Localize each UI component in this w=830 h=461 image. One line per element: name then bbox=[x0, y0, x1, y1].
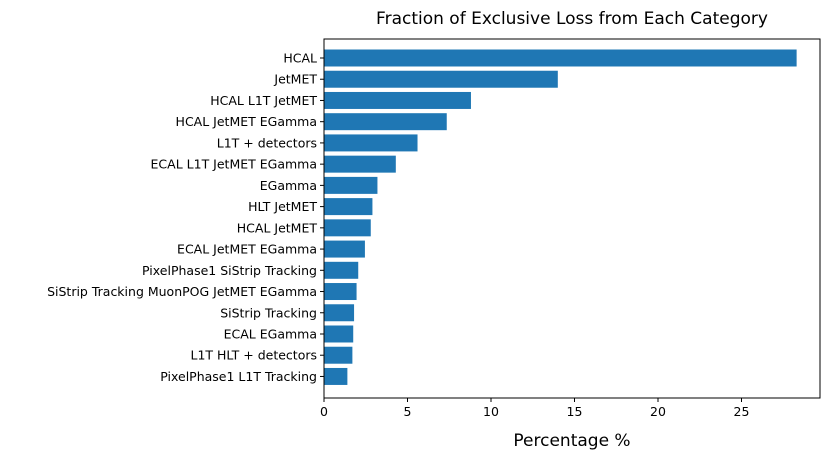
y-tick-label: PixelPhase1 SiStrip Tracking bbox=[142, 263, 317, 278]
y-tick-label: SiStrip Tracking MuonPOG JetMET EGamma bbox=[47, 284, 317, 299]
bar bbox=[324, 240, 365, 258]
bar bbox=[324, 70, 558, 88]
y-tick-label: PixelPhase1 L1T Tracking bbox=[160, 369, 317, 384]
y-tick-label: SiStrip Tracking bbox=[220, 305, 317, 320]
bar bbox=[324, 176, 378, 194]
bar bbox=[324, 304, 355, 322]
bars-group bbox=[324, 49, 797, 385]
y-tick-label: L1T + detectors bbox=[217, 135, 317, 150]
y-tick-label: HCAL bbox=[283, 51, 317, 66]
x-tick-label: 0 bbox=[320, 404, 328, 419]
y-tick-label: HCAL JetMET EGamma bbox=[176, 114, 317, 129]
y-tick-label: JetMET bbox=[273, 72, 317, 87]
bar bbox=[324, 155, 396, 173]
x-axis-label: Percentage % bbox=[513, 431, 630, 451]
y-tick-label: ECAL L1T JetMET EGamma bbox=[151, 157, 317, 172]
y-tick-labels: HCAL JetMET HCAL L1T JetMET HCAL JetMET EGa… bbox=[47, 51, 324, 384]
bar bbox=[324, 198, 373, 216]
bar bbox=[324, 367, 348, 385]
bar bbox=[324, 325, 354, 343]
bar bbox=[324, 113, 447, 131]
x-tick-label: 5 bbox=[404, 404, 412, 419]
y-tick-label: EGamma bbox=[260, 178, 317, 193]
x-tick-label: 20 bbox=[650, 404, 666, 419]
plot-frame bbox=[323, 38, 821, 399]
x-tick-label: 10 bbox=[483, 404, 499, 419]
bar bbox=[324, 49, 797, 67]
x-tick-label: 15 bbox=[567, 404, 583, 419]
y-tick-label: HCAL L1T JetMET bbox=[210, 93, 317, 108]
bar bbox=[324, 261, 359, 279]
y-tick-label: HCAL JetMET bbox=[237, 220, 318, 235]
x-axis-ticks: 0 5 10 15 20 25 bbox=[320, 398, 749, 419]
bar bbox=[324, 134, 418, 152]
chart-title: Fraction of Exclusive Loss from Each Cat… bbox=[376, 9, 768, 29]
x-tick-label: 25 bbox=[734, 404, 750, 419]
y-tick-label: L1T HLT + detectors bbox=[190, 348, 317, 363]
bar bbox=[324, 219, 371, 237]
bar bbox=[324, 283, 357, 301]
bar bbox=[324, 346, 353, 364]
y-tick-label: ECAL EGamma bbox=[224, 326, 317, 341]
y-tick-label: ECAL JetMET EGamma bbox=[177, 242, 317, 257]
bar bbox=[324, 91, 471, 109]
y-tick-label: HLT JetMET bbox=[248, 199, 317, 214]
